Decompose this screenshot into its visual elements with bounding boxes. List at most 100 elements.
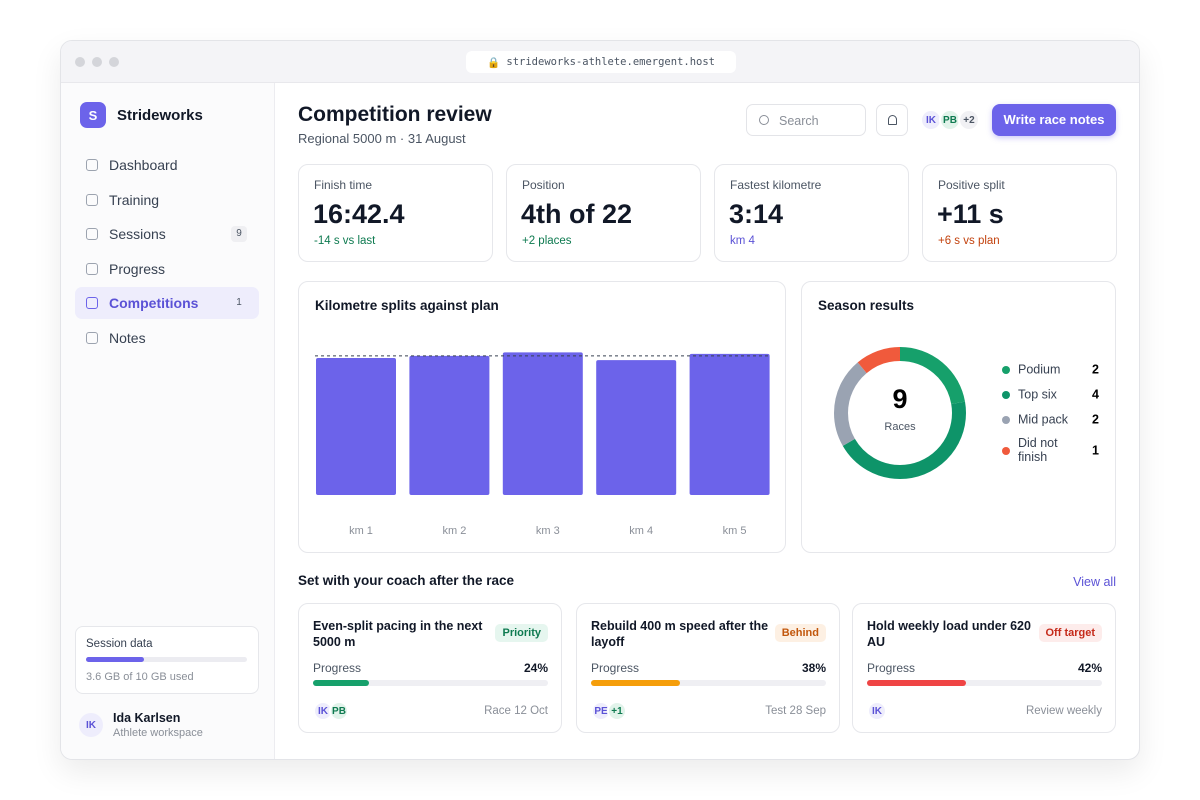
page-title: Competition review [298,103,492,126]
brand-name: Strideworks [117,107,203,124]
stat-card [298,164,493,262]
donut-segment [834,347,966,479]
user-role: Athlete workspace [113,727,203,739]
storage-label: 3.6 GB of 10 GB used [86,671,194,683]
x-tick-label: km 4 [629,525,653,537]
goal-tag: Priority [495,624,548,642]
user-avatar: IK [79,713,103,737]
address-bar[interactable]: 🔒 strideworks-athlete.emergent.host [466,51,736,73]
legend-label: Did not finish [1018,436,1058,464]
legend-value: 1 [1092,443,1099,457]
window-dot [75,57,85,67]
avatar: +1 [607,701,627,721]
bar [502,352,583,495]
nav-item[interactable]: Sessions [109,226,166,243]
legend-dot [1002,447,1010,455]
nav-badge: 1 [236,297,242,309]
donut-segment [834,347,966,479]
avatar: IK [867,701,887,721]
storage-fill [86,657,144,662]
search-box[interactable]: Search [746,104,866,136]
storage-title: Session data [86,638,153,650]
goal-title: Rebuild 400 m speed after the layoff [591,619,769,649]
donut-total-label: Races [884,421,916,433]
donut-chart: Podium 2 Top six 4 Mid pack 2 Did not finish 1 9 R… [834,347,1099,479]
progress-label: 38% [801,661,826,675]
progress-label: 42% [1077,661,1102,675]
window-dot [109,57,119,67]
view-all-link[interactable]: View all [1073,575,1116,589]
nav-item[interactable]: Dashboard [109,157,178,173]
nav-icon [86,228,98,241]
stat-delta: +6 s vs plan [938,235,1000,247]
nav-icon [86,193,98,206]
nav-item[interactable]: Notes [109,330,146,346]
bar [409,355,490,495]
donut-segment [834,347,966,479]
progress-title: Progress [313,661,362,675]
progress-title: Progress [591,661,640,675]
nav-item[interactable]: Progress [109,260,166,277]
avatar-more: +2 [958,109,980,131]
stat-label: Position [522,178,565,192]
primary-button[interactable]: Write race notes [992,104,1116,136]
nav-icon [86,332,98,344]
bar-chart: km 1 km 2 km 3 km 4 km 5 [315,352,770,537]
user-name: Ida Karlsen [113,711,181,725]
donut-total: 9 [892,384,907,414]
goal-title: Even-split pacing in the next 5000 m [313,619,483,649]
notifications-button[interactable] [876,104,908,136]
x-tick-label: km 1 [349,525,373,537]
page-subtitle: Regional 5000 m · 31 August [298,131,466,146]
avatar: PB [329,701,349,721]
progress-track [591,680,826,686]
stat-value: 3:14 [729,199,784,229]
brand-logo: S [80,102,106,128]
nav-item[interactable]: Training [109,191,160,208]
stat-card [714,164,909,262]
goal-due: Review weekly [1025,705,1102,717]
legend-value: 4 [1092,387,1099,401]
nav-icon [86,262,98,275]
nav-item[interactable]: Competitions [109,295,199,312]
legend-value: 2 [1092,412,1099,426]
x-tick-label: km 5 [723,525,747,537]
x-tick-label: km 3 [536,525,560,537]
goal-title: Hold weekly load under 620 AU [867,619,1031,649]
nav-icon [86,297,98,310]
progress-label: 24% [523,661,548,675]
legend-label: Top six [1018,387,1058,401]
stat-card [506,164,701,262]
section-title: Set with your coach after the race [298,573,515,588]
nav-badge: 9 [231,226,247,243]
search-placeholder: Search [779,114,819,128]
legend-dot [1002,391,1010,399]
legend-label: Podium [1018,362,1060,376]
chart-title: Season results [818,298,915,313]
legend-label: Mid pack [1018,412,1069,426]
progress-track [313,680,548,686]
legend-dot [1002,416,1010,424]
search-icon [759,115,769,125]
nav-icon [86,159,98,171]
bar [316,357,396,495]
bar [689,353,770,495]
stat-label: Positive split [938,178,1005,192]
legend-value: 2 [1092,362,1099,376]
stat-card [922,164,1117,262]
stat-label: Finish time [314,178,373,192]
goal-tag: Off target [1038,624,1102,642]
storage-track [86,657,247,662]
x-tick-label: km 2 [442,525,466,537]
progress-fill [591,680,681,686]
bell-icon [888,115,897,125]
stat-label: Fastest kilometre [730,178,822,192]
bar [596,360,677,495]
goal-due: Race 12 Oct [484,705,548,717]
progress-fill [313,680,370,686]
legend-dot [1002,366,1010,374]
stat-value: 4th of 22 [521,199,633,229]
progress-fill [867,680,966,686]
goal-due: Test 28 Sep [765,705,826,717]
